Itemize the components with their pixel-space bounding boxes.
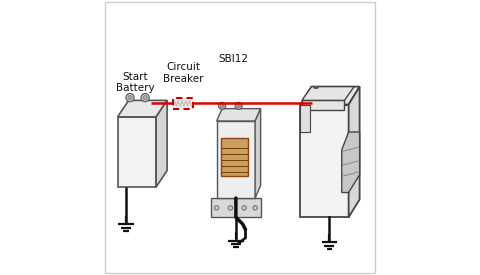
Polygon shape xyxy=(156,100,167,187)
Polygon shape xyxy=(302,100,345,110)
Circle shape xyxy=(218,102,226,109)
Circle shape xyxy=(228,206,233,210)
Text: Circuit
Breaker: Circuit Breaker xyxy=(163,62,204,84)
Polygon shape xyxy=(342,132,360,192)
Polygon shape xyxy=(300,104,348,217)
Circle shape xyxy=(141,94,149,102)
Polygon shape xyxy=(300,104,310,132)
Text: Start
Battery: Start Battery xyxy=(116,72,155,93)
Text: SBI12: SBI12 xyxy=(218,54,248,64)
Circle shape xyxy=(253,206,257,210)
Polygon shape xyxy=(118,100,167,117)
Polygon shape xyxy=(211,198,261,217)
Polygon shape xyxy=(302,87,354,100)
Circle shape xyxy=(242,206,246,210)
Polygon shape xyxy=(255,109,261,198)
Circle shape xyxy=(215,206,219,210)
Bar xyxy=(221,138,248,176)
Circle shape xyxy=(220,104,224,108)
Circle shape xyxy=(126,94,134,102)
Polygon shape xyxy=(118,117,156,187)
Polygon shape xyxy=(348,87,360,217)
Circle shape xyxy=(143,96,147,100)
Circle shape xyxy=(237,104,240,108)
Polygon shape xyxy=(300,87,360,104)
Polygon shape xyxy=(216,109,261,121)
Circle shape xyxy=(235,102,242,109)
Polygon shape xyxy=(216,121,255,198)
Bar xyxy=(173,98,193,109)
Circle shape xyxy=(128,96,132,100)
